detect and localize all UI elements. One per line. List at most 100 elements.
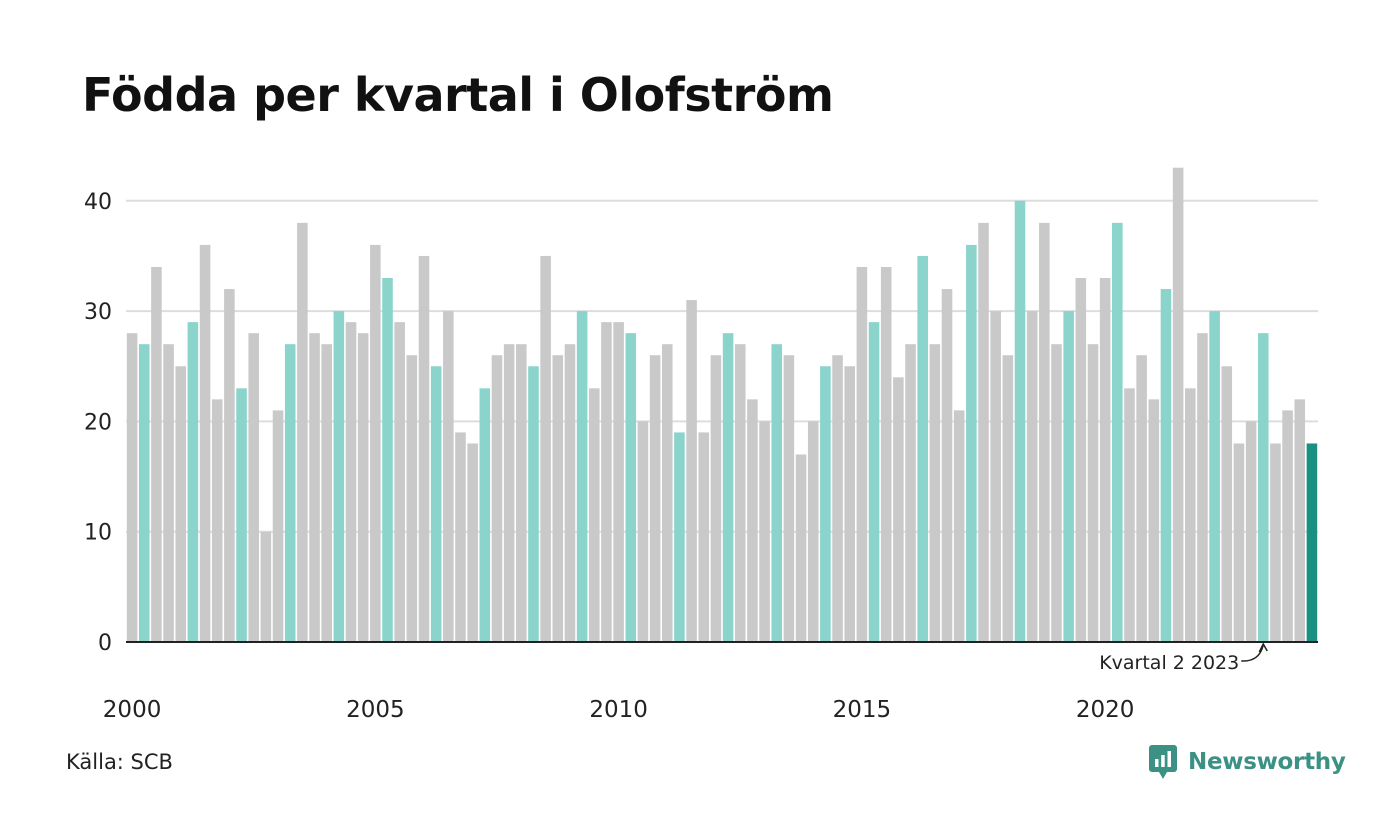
y-tick-label: 20 <box>84 410 112 435</box>
bar-2016-q4 <box>941 289 953 642</box>
bar-2017-q3 <box>978 222 989 643</box>
bar-2004-q2 <box>333 311 345 642</box>
bar-2014-q1 <box>807 421 819 642</box>
bar-2002-q1 <box>224 289 235 642</box>
bar-2013-q4 <box>795 454 807 642</box>
bar-2011-q2 <box>674 432 685 642</box>
bar-2017-q1 <box>953 410 965 642</box>
bar-2005-q4 <box>406 355 418 642</box>
bar-2001-q3 <box>199 244 211 643</box>
bar-2019-q4 <box>1087 344 1099 642</box>
x-tick-label: 2010 <box>589 697 648 723</box>
axes: 2000 2005 2010 2015 2020 <box>103 641 1318 723</box>
bar-2017-q2 <box>966 244 977 643</box>
bar-2015-q3 <box>880 266 892 642</box>
bar-2011-q4 <box>698 432 710 642</box>
bar-2018-q4 <box>1039 222 1050 643</box>
bar-2007-q4 <box>503 344 515 642</box>
bar-2009-q4 <box>601 322 612 642</box>
x-tick-label: 2020 <box>1076 697 1135 723</box>
bar-2023-q2 <box>1257 333 1269 642</box>
bar-2001-q1 <box>175 366 187 642</box>
bar-2017-q4 <box>990 311 1001 642</box>
bar-2014-q2 <box>820 366 831 642</box>
bar-2020-q1 <box>1099 278 1111 642</box>
bar-2000-q2 <box>138 344 150 642</box>
y-tick-label: 30 <box>84 300 112 325</box>
bar-2011-q3 <box>686 300 697 642</box>
bar-2002-q2 <box>236 388 247 642</box>
bar-2007-q1 <box>467 443 478 642</box>
x-tick-label: 2005 <box>346 697 405 723</box>
x-tick-label: 2015 <box>833 697 892 723</box>
bar-2008-q4 <box>552 355 564 642</box>
bar-2013-q1 <box>759 421 770 642</box>
bar-2000-q4 <box>163 344 174 642</box>
bar-2013-q3 <box>783 355 795 642</box>
bar-2022-q2 <box>1209 311 1220 642</box>
y-tick-label: 0 <box>98 631 112 656</box>
bar-2024-q2 <box>1306 443 1318 642</box>
bar-2004-q1 <box>321 344 332 642</box>
source-text: Källa: SCB <box>66 750 173 774</box>
bar-2021-q2 <box>1160 289 1172 642</box>
bar-2008-q2 <box>528 366 539 642</box>
bar-2013-q2 <box>771 344 783 642</box>
bar-2019-q3 <box>1075 278 1087 642</box>
bar-2007-q3 <box>491 355 503 642</box>
bar-2023-q4 <box>1282 410 1293 642</box>
bar-2020-q3 <box>1124 388 1135 642</box>
x-tick-label: 2000 <box>103 697 162 723</box>
bars <box>126 167 1318 643</box>
bar-2005-q2 <box>382 278 393 642</box>
bar-2008-q3 <box>540 255 551 642</box>
bar-2022-q1 <box>1197 333 1208 642</box>
bar-2002-q3 <box>248 333 259 642</box>
bar-2000-q3 <box>151 266 162 642</box>
bar-2014-q4 <box>844 366 855 642</box>
bar-2006-q3 <box>443 311 454 642</box>
newsworthy-icon <box>1149 745 1177 779</box>
bar-2010-q2 <box>625 333 637 642</box>
bar-2021-q4 <box>1185 388 1196 642</box>
bar-2016-q3 <box>929 344 941 642</box>
bar-2005-q3 <box>394 322 405 642</box>
y-tick-label: 40 <box>84 190 112 215</box>
bar-2015-q4 <box>893 377 904 642</box>
bar-chart: 0 10 20 30 40 2000 2005 2010 2015 2020 Kvartal 2… <box>84 167 1318 723</box>
bar-2012-q1 <box>710 355 722 642</box>
bar-2006-q4 <box>455 432 466 642</box>
bar-2003-q3 <box>297 222 308 643</box>
bar-2018-q1 <box>1002 355 1014 642</box>
bar-2012-q4 <box>747 399 758 642</box>
bar-2009-q1 <box>564 344 576 642</box>
bar-2009-q3 <box>589 388 600 642</box>
bar-2012-q2 <box>722 333 734 642</box>
bar-2001-q2 <box>187 322 199 642</box>
bar-2016-q2 <box>917 255 928 642</box>
bar-2006-q1 <box>418 255 430 642</box>
chart-title: Födda per kvartal i Olofström <box>82 68 834 122</box>
brand-logo[interactable]: Newsworthy <box>1148 744 1346 780</box>
bar-2009-q2 <box>576 311 588 642</box>
bar-2002-q4 <box>260 531 272 642</box>
bar-2022-q3 <box>1221 366 1233 642</box>
bar-2019-q2 <box>1063 311 1074 642</box>
bar-2018-q3 <box>1026 311 1038 642</box>
bar-2015-q1 <box>856 266 868 642</box>
bar-2000-q1 <box>126 333 138 642</box>
bar-2012-q3 <box>734 344 746 642</box>
bar-2005-q1 <box>370 244 381 643</box>
brand-name: Newsworthy <box>1188 749 1346 775</box>
bar-2022-q4 <box>1233 443 1245 642</box>
bar-2019-q1 <box>1051 344 1062 642</box>
bar-2007-q2 <box>479 388 491 642</box>
bar-2001-q4 <box>211 399 223 642</box>
bar-2003-q1 <box>272 410 284 642</box>
bar-2010-q3 <box>637 421 649 642</box>
bar-2021-q3 <box>1172 167 1184 642</box>
bar-2011-q1 <box>661 344 673 642</box>
bar-2021-q1 <box>1148 399 1160 642</box>
bar-2008-q1 <box>516 344 527 642</box>
bar-2010-q1 <box>613 322 624 642</box>
